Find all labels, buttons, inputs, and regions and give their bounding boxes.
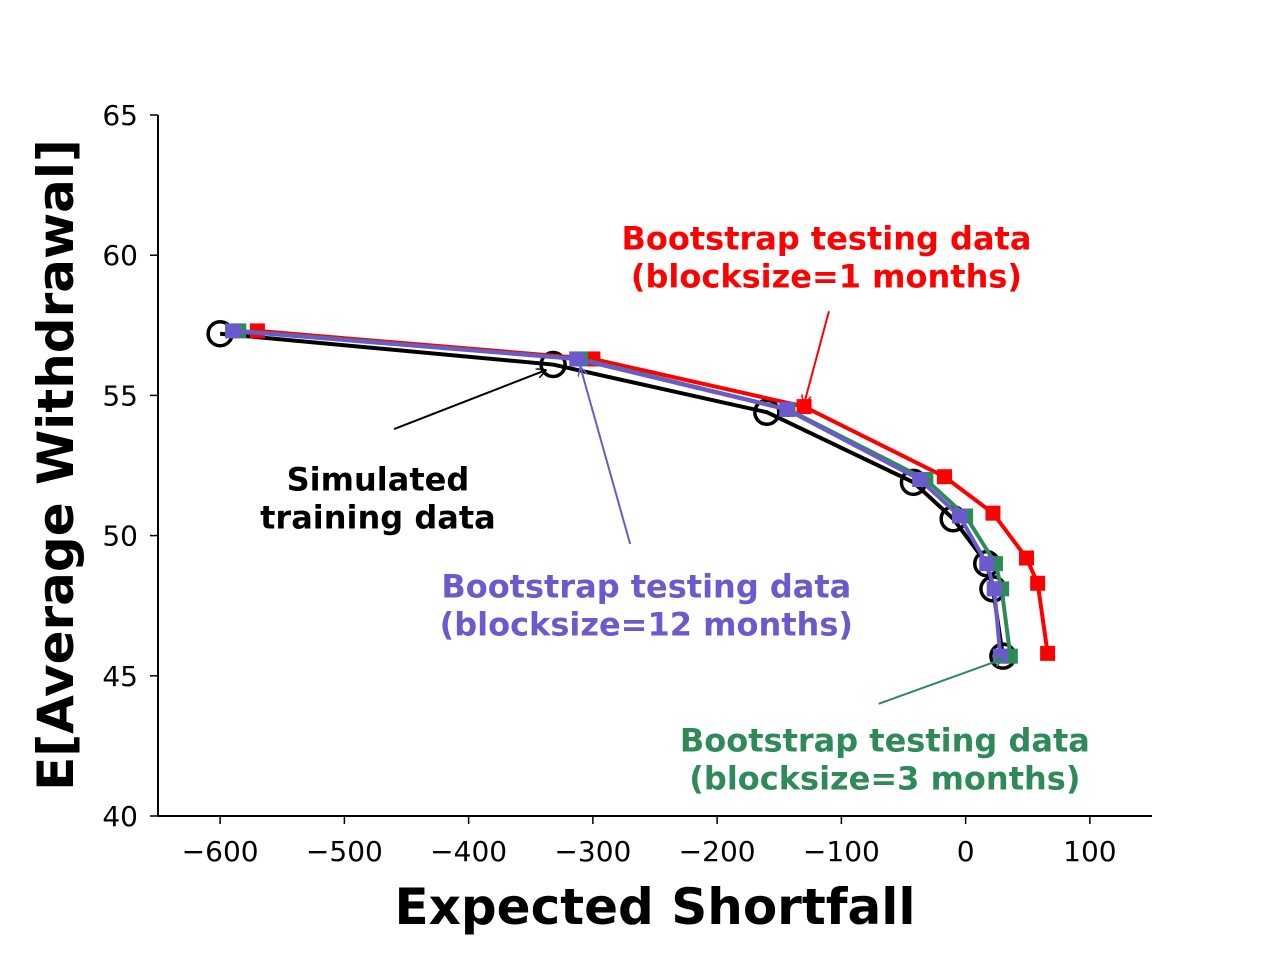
y-tick-label: 50 — [102, 520, 138, 553]
data-point — [985, 505, 1001, 521]
data-point — [569, 351, 585, 367]
y-tick-label: 45 — [102, 660, 138, 693]
x-axis-label: Expected Shortfall — [394, 878, 915, 936]
annotation-arrow — [580, 367, 632, 545]
annotation: Bootstrap testing data(blocksize=12 mont… — [440, 367, 853, 643]
annotation-text: Bootstrap testing data — [441, 567, 851, 605]
y-tick-label: 40 — [102, 800, 138, 833]
series-1 — [249, 323, 1056, 661]
annotation-arrow — [393, 370, 546, 430]
x-tick-label: −300 — [554, 835, 631, 868]
x-tick-label: −200 — [679, 835, 756, 868]
annotation-text: Bootstrap testing data — [680, 722, 1090, 760]
annotation: Bootstrap testing data(blocksize=3 month… — [680, 659, 1090, 798]
data-point — [1040, 645, 1056, 661]
x-tick-label: −100 — [803, 835, 880, 868]
x-tick-label: −500 — [306, 835, 383, 868]
y-tick-label: 55 — [102, 379, 138, 412]
y-tick-label: 60 — [102, 239, 138, 272]
data-point — [1019, 550, 1035, 566]
annotation-arrow — [804, 311, 830, 404]
data-point — [937, 469, 953, 485]
annotation-text: (blocksize=3 months) — [689, 760, 1080, 798]
y-axis: 40 45 50 55 60 65 — [102, 99, 159, 833]
x-axis: −600 −500 −400 −300 −200 −100 0 100 — [158, 815, 1152, 868]
data-point — [539, 350, 567, 379]
series-layer — [206, 319, 1056, 670]
y-axis-label: E[Average Withdrawal] — [27, 139, 85, 791]
data-point — [979, 556, 995, 572]
x-tick-label: 0 — [957, 835, 975, 868]
annotation-arrow — [878, 659, 1003, 705]
x-tick-label: −400 — [430, 835, 507, 868]
annotation-text: (blocksize=1 months) — [631, 258, 1022, 296]
data-point — [1030, 575, 1046, 591]
plot-area: Bootstrap testing data(blocksize=1 month… — [206, 220, 1090, 798]
annotation-text: Bootstrap testing data — [621, 220, 1031, 258]
data-point — [779, 401, 795, 417]
data-point — [912, 472, 928, 488]
annotation-text: Simulated — [287, 461, 470, 499]
series-3 — [225, 323, 1008, 664]
annotation: Bootstrap testing data(blocksize=1 month… — [621, 220, 1031, 404]
data-point — [225, 323, 241, 339]
annotation-text: (blocksize=12 months) — [440, 605, 853, 643]
annotation-text: training data — [260, 499, 496, 537]
data-point — [951, 508, 967, 524]
x-tick-label: 100 — [1063, 835, 1116, 868]
x-tick-label: −600 — [182, 835, 259, 868]
data-point — [986, 581, 1002, 597]
annotation-layer: Bootstrap testing data(blocksize=1 month… — [260, 220, 1090, 798]
y-tick-label: 65 — [102, 99, 138, 132]
